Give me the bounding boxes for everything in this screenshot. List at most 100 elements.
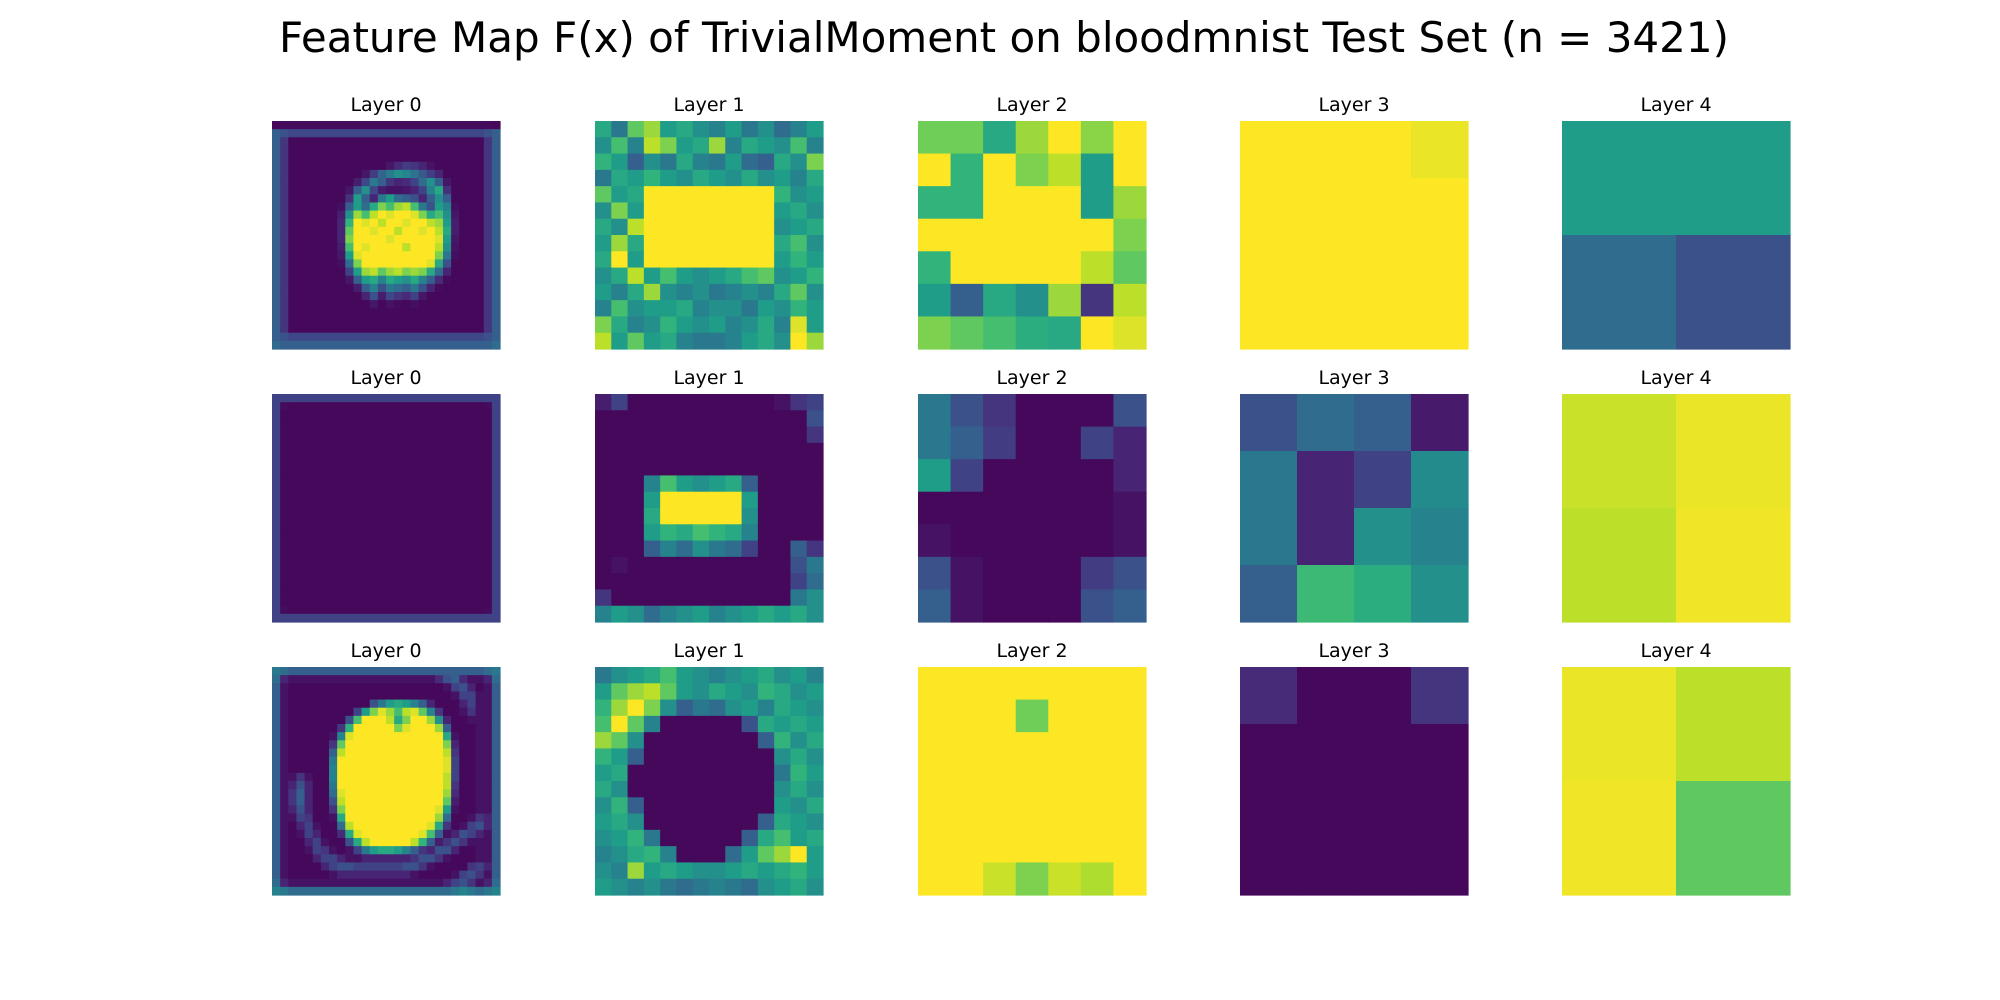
heatmap-cell: [386, 699, 395, 709]
heatmap-cell: [386, 491, 395, 501]
heatmap-cell: [304, 475, 314, 485]
heatmap-cell: [483, 581, 493, 591]
heatmap-cell: [611, 475, 629, 493]
heatmap-cell: [329, 202, 338, 212]
heatmap-cell: [918, 699, 952, 733]
heatmap-cell: [296, 846, 306, 855]
heatmap-cell: [288, 565, 298, 574]
heatmap-cell: [918, 589, 952, 623]
heatmap-cell: [434, 218, 444, 228]
heatmap-cell: [434, 878, 444, 888]
heatmap-cell: [806, 862, 824, 880]
heatmap-cell: [950, 667, 984, 701]
heatmap-cell: [280, 707, 289, 717]
heatmap-cell: [434, 410, 444, 420]
heatmap-cell: [459, 442, 469, 452]
heatmap-cell: [709, 605, 726, 623]
heatmap-cell: [434, 565, 444, 574]
heatmap-cell: [443, 675, 452, 684]
heatmap-cell: [418, 169, 428, 179]
heatmap-cell: [345, 267, 355, 277]
heatmap-cell: [280, 870, 289, 880]
heatmap-cell: [983, 667, 1017, 701]
heatmap-cell: [361, 186, 371, 195]
heatmap-cell: [386, 581, 395, 591]
heatmap-cell: [467, 613, 477, 623]
heatmap-cell: [434, 748, 444, 758]
heatmap-cell: [410, 565, 420, 574]
heatmap-cell: [369, 451, 379, 460]
heatmap-cell: [774, 153, 792, 171]
heatmap-cell: [1411, 235, 1469, 293]
heatmap-cell: [1411, 121, 1469, 179]
heatmap-cell: [475, 169, 485, 179]
heatmap-cell: [1048, 699, 1082, 733]
heatmap-cell: [304, 805, 314, 815]
heatmap-cell: [402, 251, 412, 261]
heatmap-cell: [491, 324, 501, 334]
heatmap-cell: [361, 251, 371, 261]
heatmap-cell: [459, 137, 469, 147]
heatmap-cell: [611, 764, 629, 782]
heatmap-cell: [296, 121, 306, 130]
heatmap-cell: [491, 475, 501, 485]
heatmap-cell: [410, 442, 420, 452]
heatmap-cell: [329, 565, 338, 574]
heatmap-cell: [467, 508, 477, 517]
heatmap-cell: [627, 508, 645, 525]
heatmap-cell: [790, 764, 808, 782]
heatmap-cell: [353, 724, 363, 733]
heatmap-cell: [611, 605, 629, 623]
heatmap-cell: [443, 308, 452, 318]
heatmap-cell: [402, 451, 412, 460]
heatmap-cell: [467, 394, 477, 403]
heatmap-cell: [402, 813, 412, 823]
heatmap-cell: [394, 186, 403, 195]
heatmap-cell: [418, 451, 428, 460]
heatmap-cell: [692, 732, 710, 750]
heatmap-cell: [377, 442, 387, 452]
heatmap-cell: [459, 259, 469, 269]
heatmap-cell: [660, 556, 678, 574]
heatmap-cell: [329, 756, 338, 766]
heatmap-cell: [434, 573, 444, 582]
heatmap-cell: [660, 605, 678, 623]
heatmap-cell: [304, 410, 314, 420]
heatmap-cell: [774, 251, 792, 269]
heatmap-cell: [467, 451, 477, 460]
heatmap-cell: [443, 781, 452, 790]
heatmap-cell: [353, 675, 363, 684]
heatmap-cell: [1354, 451, 1412, 509]
heatmap-cell: [774, 846, 792, 864]
heatmap-cell: [304, 829, 314, 839]
heatmap-cell: [491, 186, 501, 195]
heatmap-cell: [627, 748, 645, 766]
heatmap-cell: [676, 699, 694, 717]
heatmap-cell: [304, 797, 314, 807]
heatmap-cell: [296, 194, 306, 204]
heatmap-cell: [288, 878, 298, 888]
heatmap-cell: [402, 186, 412, 195]
heatmap-cell: [272, 499, 281, 509]
heatmap-cell: [692, 267, 710, 285]
heatmap-cell: [288, 691, 298, 701]
heatmap-cell: [483, 410, 493, 420]
heatmap-cell: [361, 243, 371, 252]
heatmap-cell: [790, 202, 808, 220]
heatmap-cell: [288, 402, 298, 411]
heatmap-cell: [312, 556, 322, 566]
heatmap-cell: [443, 565, 452, 574]
heatmap-cell: [725, 508, 743, 525]
heatmap-cell: [483, 756, 493, 766]
heatmap-cell: [918, 862, 952, 896]
heatmap-cell: [280, 597, 289, 607]
heatmap-cell: [312, 402, 322, 411]
heatmap-cell: [627, 137, 645, 155]
heatmap-cell: [725, 153, 743, 171]
heatmap-cell: [312, 707, 322, 717]
heatmap-cell: [394, 699, 403, 709]
heatmap-cell: [402, 434, 412, 444]
heatmap-cell: [467, 699, 477, 709]
heatmap-cell: [774, 491, 792, 509]
heatmap-cell: [377, 267, 387, 277]
